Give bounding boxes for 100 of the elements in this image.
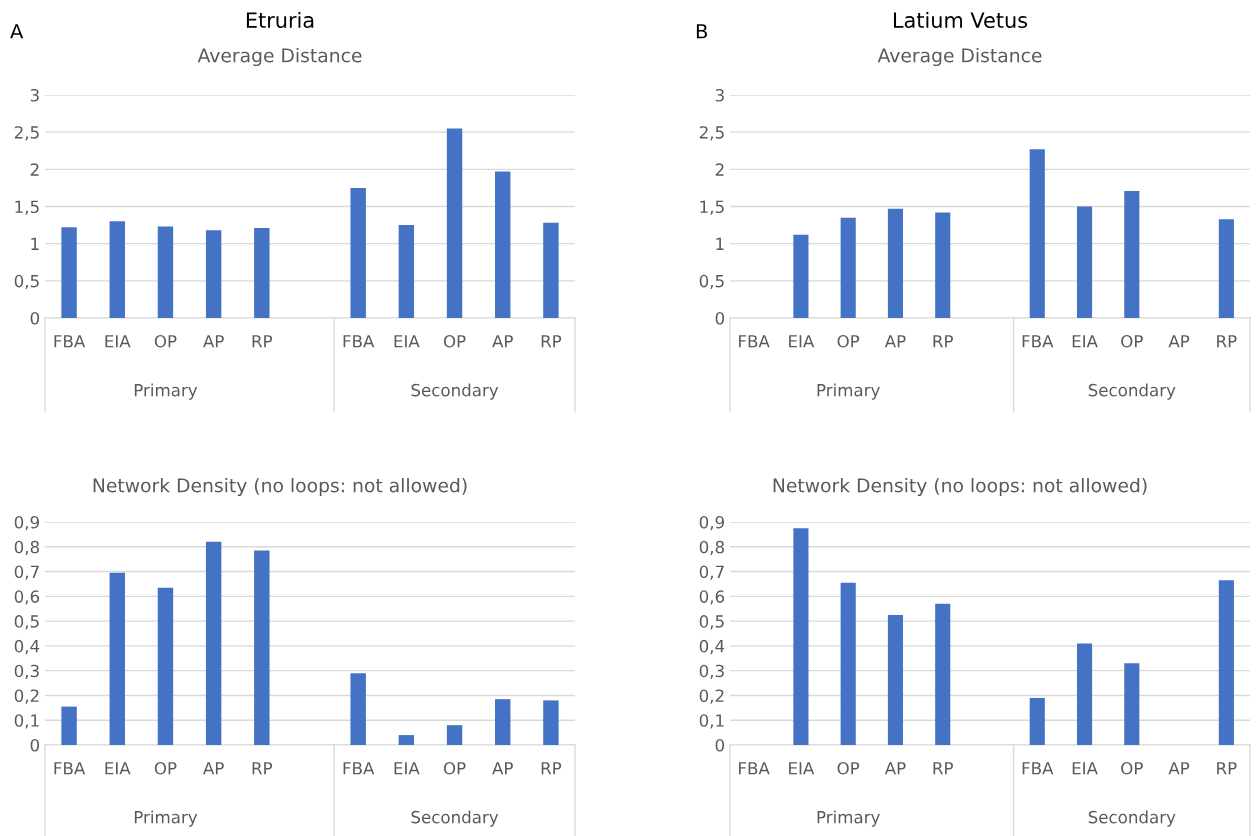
y-tick-label: 1,5: [700, 200, 724, 215]
bar: [109, 221, 125, 318]
x-tick-label: EIA: [789, 335, 815, 348]
bar: [935, 212, 951, 318]
y-tick-label: 3: [30, 88, 39, 102]
bar: [61, 706, 77, 745]
x-tick-label: OP: [837, 334, 860, 348]
y-tick-label: 3: [715, 88, 724, 102]
y-tick-label: 0,5: [699, 274, 724, 290]
x-tick-label: FBA: [1022, 335, 1054, 348]
x-tick-label: RP: [252, 762, 273, 775]
chart-subtitle: Average Distance: [877, 47, 1042, 67]
x-tick-label: FBA: [739, 335, 770, 348]
bar: [1076, 206, 1093, 318]
x-tick-label: RP: [1217, 335, 1237, 348]
y-tick-label: 0: [30, 311, 40, 325]
x-tick-label: AP: [884, 335, 906, 348]
bar: [350, 673, 366, 745]
bar: [840, 217, 856, 318]
bar: [793, 234, 809, 318]
x-tick-label: FBA: [1022, 762, 1054, 775]
chart-title: Latium Vetus: [893, 11, 1028, 29]
y-tick-label: 0,3: [14, 664, 39, 679]
bar: [254, 228, 270, 318]
x-tick-label: AP: [1168, 335, 1190, 348]
x-tick-label: OP: [837, 761, 860, 775]
y-tick-label: 0,1: [14, 714, 39, 729]
text: Secondary: [411, 810, 499, 827]
bar: [398, 735, 415, 745]
bar: [446, 128, 463, 318]
y-tick-label: 0,2: [699, 689, 724, 704]
y-tick-label: 0,9: [14, 515, 39, 531]
x-tick-label: OP: [443, 334, 466, 348]
x-tick-label: RP: [541, 335, 562, 348]
x-tick-label: OP: [154, 761, 177, 775]
y-tick-label: 0,5: [14, 274, 39, 290]
bar: [1124, 663, 1140, 745]
y-tick-label: 0,4: [14, 639, 40, 655]
bar: [543, 700, 559, 745]
text: A: [10, 24, 24, 39]
x-tick-label: AP: [884, 762, 906, 775]
y-tick-label: 0,6: [14, 590, 40, 605]
bar: [793, 528, 809, 745]
x-tick-label: OP: [154, 334, 177, 348]
y-tick-label: 2,5: [699, 126, 724, 141]
bar: [495, 171, 511, 318]
text: B: [696, 24, 707, 39]
y-tick-label: 0,5: [14, 615, 39, 630]
chart-title: Network Density (no loops: not allowed): [773, 477, 1147, 497]
y-tick-label: 0,2: [14, 689, 39, 704]
bar: [887, 208, 904, 318]
x-tick-label: EIA: [105, 335, 131, 348]
bar: [254, 550, 270, 745]
text: Secondary: [1088, 810, 1176, 827]
x-tick-label: RP: [933, 335, 953, 348]
y-tick-label: 0,8: [699, 540, 724, 556]
bar: [543, 222, 559, 318]
y-tick-label: 0,9: [699, 515, 724, 531]
y-tick-label: 2: [715, 163, 724, 176]
bar: [1218, 219, 1234, 318]
x-tick-label: FBA: [54, 762, 86, 775]
x-tick-label: EIA: [789, 762, 815, 775]
bar: [446, 725, 463, 745]
y-tick-label: 2: [30, 163, 39, 176]
x-tick-label: RP: [1217, 762, 1237, 775]
x-tick-label: OP: [1121, 334, 1143, 348]
x-tick-label: OP: [443, 761, 466, 775]
y-tick-label: 1: [31, 237, 39, 250]
x-tick-label: FBA: [343, 762, 375, 775]
y-tick-label: 0,8: [14, 540, 39, 556]
bar: [887, 614, 904, 745]
x-tick-label: FBA: [54, 335, 86, 348]
x-tick-label: FBA: [739, 762, 770, 775]
bar: [1076, 643, 1093, 745]
x-tick-label: AP: [203, 762, 224, 775]
y-tick-label: 2,5: [14, 126, 39, 141]
x-tick-label: AP: [203, 335, 224, 348]
x-tick-label: EIA: [394, 335, 420, 348]
text: Primary: [134, 810, 198, 827]
bar: [205, 541, 222, 745]
x-tick-label: EIA: [394, 762, 420, 775]
bar: [109, 572, 125, 745]
text: Secondary: [411, 383, 499, 400]
bar: [495, 699, 511, 745]
y-tick-label: 0,4: [699, 639, 725, 655]
y-tick-label: 0,7: [14, 565, 39, 580]
chart-subtitle: Average Distance: [197, 47, 362, 67]
bar: [1218, 580, 1234, 745]
x-tick-label: RP: [933, 762, 953, 775]
x-tick-label: AP: [1168, 762, 1190, 775]
bar: [61, 227, 77, 318]
bar: [205, 230, 222, 318]
x-tick-label: FBA: [343, 335, 375, 348]
x-tick-label: AP: [492, 762, 513, 775]
y-tick-label: 0,5: [699, 615, 724, 630]
bar: [398, 225, 415, 318]
bar: [935, 603, 951, 745]
y-tick-label: 0: [715, 311, 725, 325]
bar: [157, 226, 174, 318]
x-tick-label: RP: [252, 335, 273, 348]
